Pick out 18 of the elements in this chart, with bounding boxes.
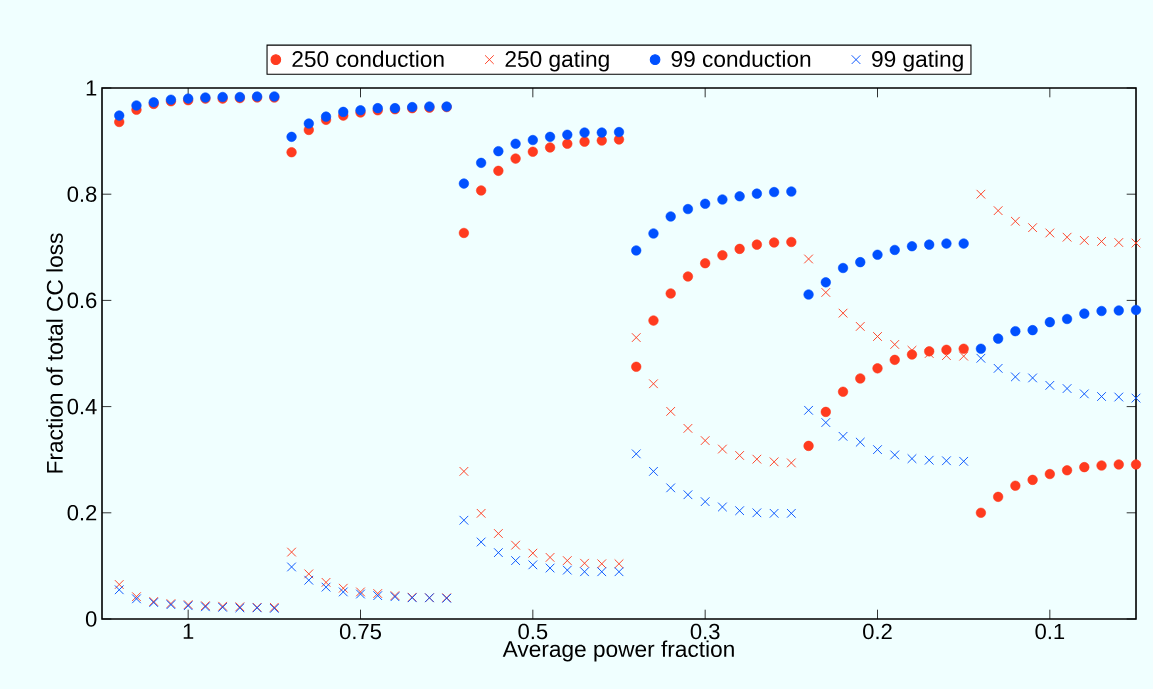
legend-label: 250 conduction <box>292 50 444 68</box>
x-tick-label: 1 <box>183 623 194 639</box>
x-tick-label: 0.3 <box>690 623 720 640</box>
legend-label: 99 conduction <box>671 50 811 68</box>
x-tick-label: 0.5 <box>518 623 548 640</box>
y-axis-title: Fraction of total CC loss <box>46 233 63 473</box>
y-tick-label: 0.2 <box>67 505 97 521</box>
y-tick-label: 1 <box>86 80 97 96</box>
legend-label: 250 gating <box>505 50 609 72</box>
y-tick-label: 0.6 <box>67 292 97 309</box>
x-tick-label: 0.75 <box>339 623 381 640</box>
legend-label: 99 gating <box>872 50 963 72</box>
y-tick-label: 0 <box>85 611 97 627</box>
y-tick-label: 0.8 <box>67 186 97 202</box>
x-tick-label: 0.1 <box>1035 623 1065 640</box>
y-tick-label: 0.4 <box>67 398 97 415</box>
x-axis-title: Average power fraction <box>502 640 734 662</box>
x-tick-label: 0.2 <box>863 623 892 640</box>
